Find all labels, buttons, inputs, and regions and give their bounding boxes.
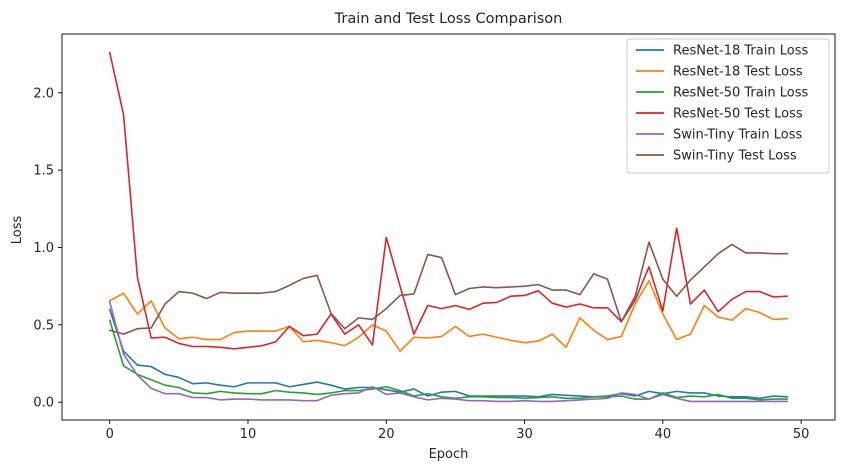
legend-label-2: ResNet-18 Test Loss <box>673 65 803 80</box>
series-line-1 <box>108 308 789 400</box>
legend-label-3: ResNet-50 Train Loss <box>673 86 808 101</box>
y-tick-label: 0.0 <box>33 396 54 411</box>
series-line-3 <box>108 319 789 401</box>
y-tick-label: 1.5 <box>33 164 54 179</box>
legend-box <box>626 38 830 174</box>
x-tick-label: 30 <box>516 427 533 442</box>
x-tick-label: 0 <box>106 427 114 442</box>
series-line-6 <box>108 241 789 335</box>
chart-title: Train and Test Loss Comparison <box>334 11 563 27</box>
y-axis-label: Loss <box>10 216 25 245</box>
plot-area <box>108 51 789 403</box>
legend-label-6: Swin-Tiny Test Loss <box>673 149 797 164</box>
legend-label-5: Swin-Tiny Train Loss <box>673 128 803 143</box>
x-axis-label: Epoch <box>429 447 469 462</box>
axes-frame <box>61 33 836 421</box>
x-tick-label: 50 <box>793 427 810 442</box>
legend-label-4: ResNet-50 Test Loss <box>673 107 803 122</box>
x-tick-label: 40 <box>655 427 672 442</box>
x-tick-label: 10 <box>240 427 257 442</box>
legend: ResNet-18 Train Loss ResNet-18 Test Loss R… <box>626 38 830 174</box>
y-tick-label: 2.0 <box>33 86 54 101</box>
y-tick-label: 0.5 <box>33 318 54 333</box>
series-line-2 <box>108 279 789 352</box>
y-tick-label: 1.0 <box>33 241 54 256</box>
axes: 0 10 20 30 40 50 0.0 0.5 1.0 1.5 2.0 <box>33 33 836 442</box>
legend-label-1: ResNet-18 Train Loss <box>673 44 808 59</box>
series-line-5 <box>108 300 789 403</box>
series-line-4 <box>108 51 789 350</box>
x-tick-label: 20 <box>378 427 395 442</box>
